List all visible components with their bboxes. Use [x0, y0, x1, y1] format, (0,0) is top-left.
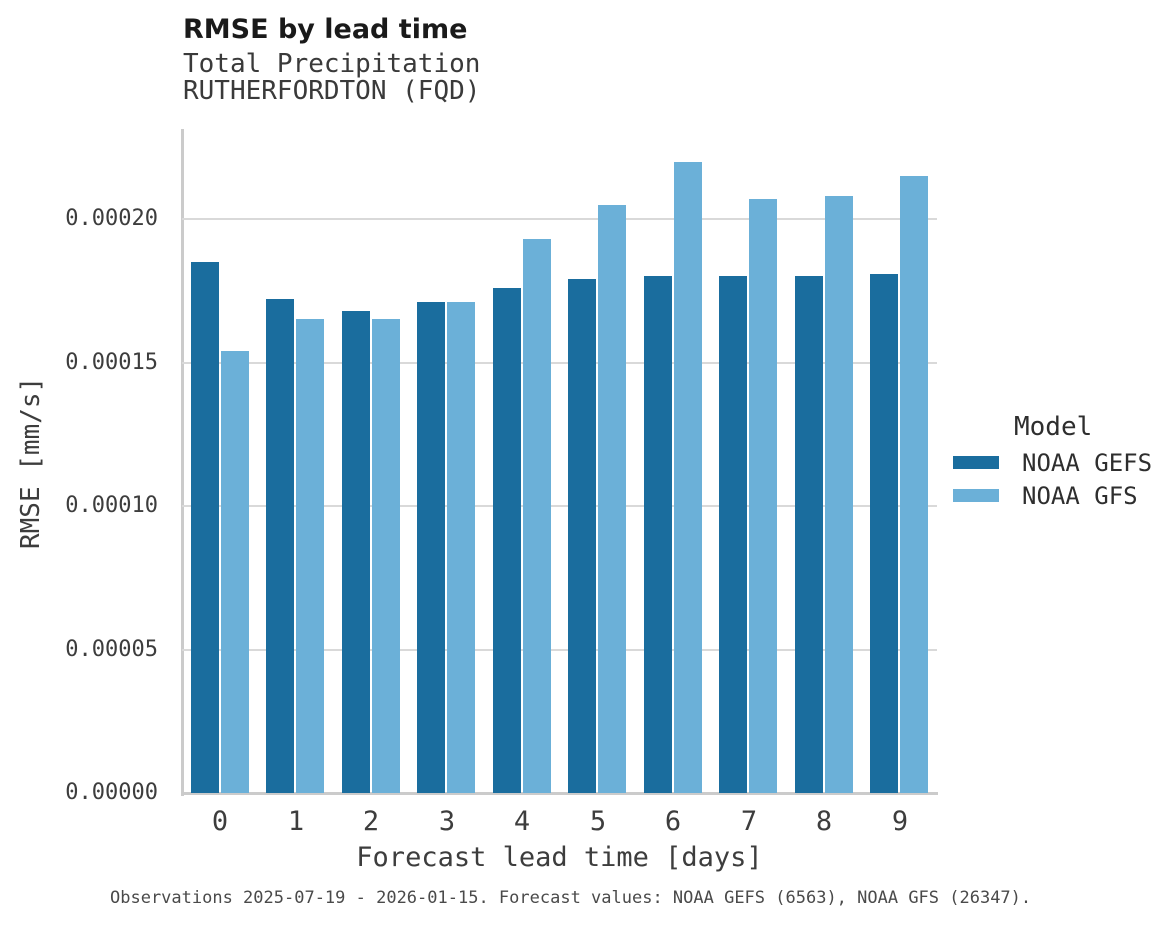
bar-noaa-gefs-lead-5 — [568, 279, 596, 793]
x-axis-spine — [181, 792, 938, 795]
x-axis-label: Forecast lead time [days] — [356, 842, 763, 873]
bar-noaa-gefs-lead-9 — [870, 274, 898, 793]
bar-noaa-gefs-lead-6 — [644, 276, 672, 793]
caption: Observations 2025-07-19 - 2026-01-15. Fo… — [110, 888, 1032, 908]
bar-noaa-gefs-lead-1 — [266, 299, 294, 793]
bar-noaa-gfs-lead-7 — [749, 199, 777, 793]
bar-noaa-gefs-lead-2 — [342, 311, 370, 793]
y-tick-label-0.00005: 0.00005 — [65, 637, 158, 662]
gridline-0.00010 — [182, 505, 937, 507]
y-axis-spine — [181, 129, 184, 796]
bar-noaa-gefs-lead-3 — [417, 302, 445, 793]
bar-noaa-gfs-lead-3 — [447, 302, 475, 793]
y-tick-label-0.00010: 0.00010 — [65, 493, 158, 518]
legend-label-noaa-gefs: NOAA GEFS — [1022, 449, 1153, 477]
x-tick-label-0: 0 — [211, 806, 229, 837]
bar-noaa-gefs-lead-8 — [795, 276, 823, 793]
chart-subtitle-variable: Total Precipitation — [183, 49, 481, 79]
bar-noaa-gfs-lead-8 — [825, 196, 853, 793]
gridline-0.00020 — [182, 218, 937, 220]
bar-noaa-gefs-lead-4 — [493, 288, 521, 793]
gridline-0.00005 — [182, 648, 937, 651]
bar-noaa-gefs-lead-0 — [191, 262, 219, 793]
x-tick-label-9: 9 — [891, 806, 909, 837]
gridline-0.00015 — [182, 361, 937, 364]
bar-noaa-gfs-lead-6 — [674, 162, 702, 793]
x-tick-label-2: 2 — [362, 806, 380, 837]
bar-noaa-gfs-lead-9 — [900, 176, 928, 793]
x-tick-label-5: 5 — [589, 806, 607, 837]
y-tick-label-0.00000: 0.00000 — [65, 780, 158, 805]
bar-noaa-gfs-lead-1 — [296, 319, 324, 793]
y-tick-label-0.00015: 0.00015 — [65, 350, 158, 375]
x-tick-label-1: 1 — [287, 806, 305, 837]
x-tick-label-6: 6 — [664, 806, 682, 837]
bar-noaa-gefs-lead-7 — [719, 276, 747, 793]
plot-area — [182, 129, 937, 793]
bar-noaa-gfs-lead-5 — [598, 205, 626, 793]
legend-label-noaa-gfs: NOAA GFS — [1022, 482, 1138, 510]
bar-noaa-gfs-lead-4 — [523, 239, 551, 793]
x-tick-label-8: 8 — [815, 806, 833, 837]
legend-swatch-noaa-gefs — [953, 456, 999, 469]
bar-noaa-gfs-lead-2 — [372, 319, 400, 793]
y-axis-label: RMSE [mm/s] — [16, 376, 46, 549]
chart-title: RMSE by lead time — [183, 14, 468, 45]
y-tick-label-0.00020: 0.00020 — [65, 206, 158, 231]
x-tick-label-3: 3 — [438, 806, 456, 837]
legend-swatch-noaa-gfs — [953, 489, 999, 502]
x-tick-label-4: 4 — [513, 806, 531, 837]
bar-noaa-gfs-lead-0 — [221, 351, 249, 793]
chart-subtitle-station: RUTHERFORDTON (FQD) — [183, 76, 481, 106]
legend-title: Model — [1014, 412, 1093, 442]
x-tick-label-7: 7 — [740, 806, 758, 837]
